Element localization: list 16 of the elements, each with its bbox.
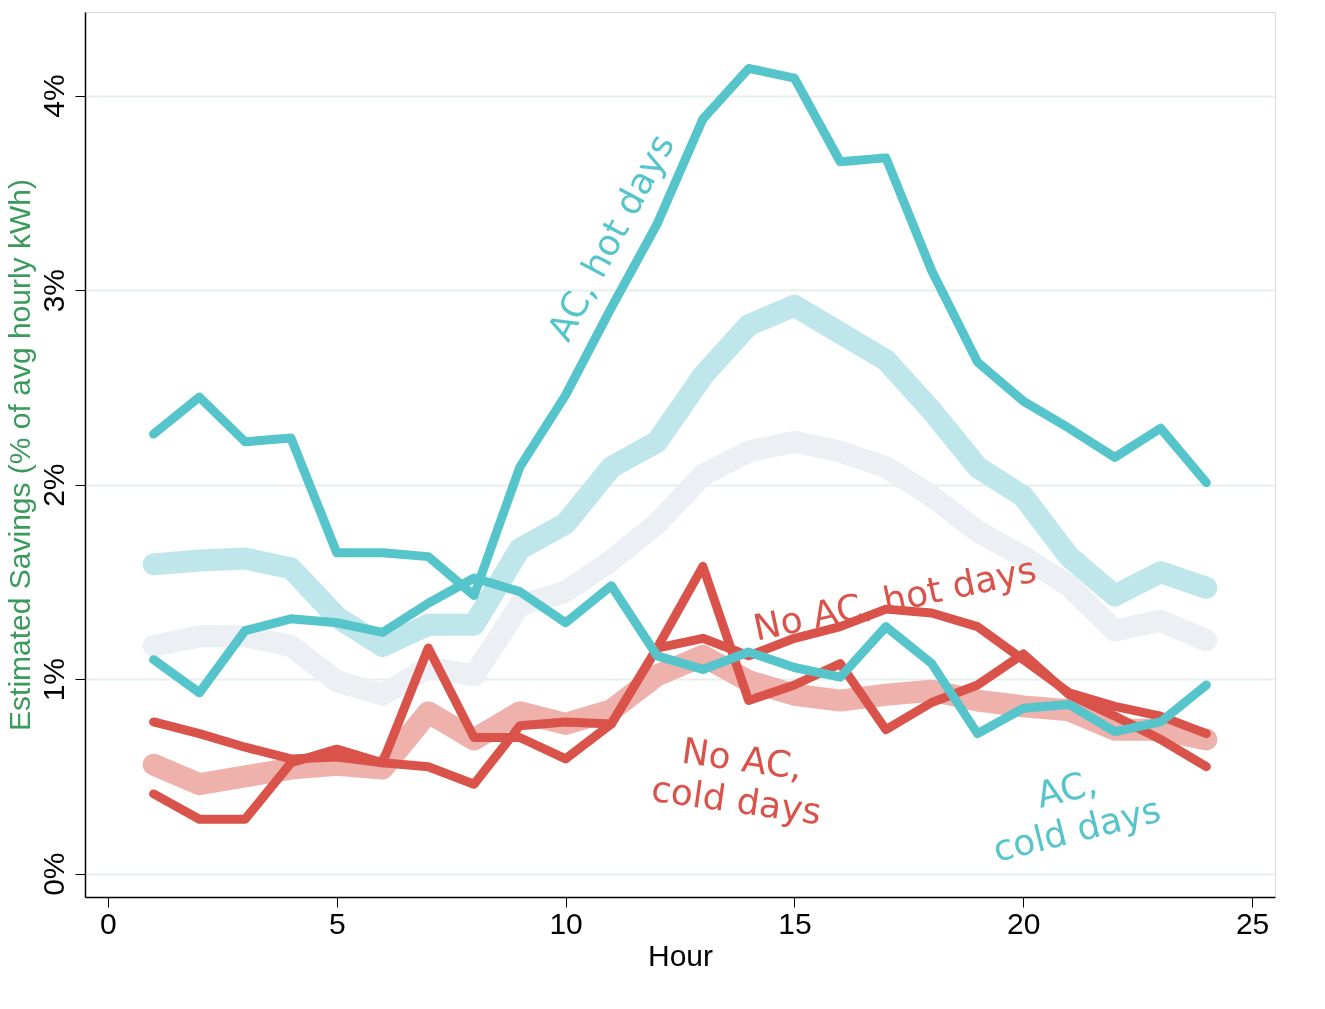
y-tick-label: 0% bbox=[36, 852, 70, 896]
y-tick-label: 3% bbox=[36, 268, 70, 313]
x-tick-label: 25 bbox=[1235, 906, 1270, 940]
x-axis-title: Hour bbox=[647, 938, 714, 972]
y-tick-label: 4% bbox=[36, 74, 70, 118]
annotation: AC, cold days bbox=[988, 761, 1165, 870]
y-axis-title: Estimated Savings (% of avg hourly kWh) bbox=[2, 179, 36, 731]
x-tick-label: 5 bbox=[328, 906, 346, 940]
y-tick-label: 2% bbox=[36, 463, 70, 507]
x-tick-label: 20 bbox=[1007, 906, 1041, 940]
x-tick-label: 0 bbox=[100, 906, 117, 940]
x-tick-label: 10 bbox=[549, 906, 583, 940]
annotation: AC, hot days bbox=[539, 127, 683, 348]
annotation: No AC, cold days bbox=[648, 729, 824, 833]
x-tick-label: 15 bbox=[778, 906, 812, 940]
y-tick-label: 1% bbox=[36, 657, 70, 702]
